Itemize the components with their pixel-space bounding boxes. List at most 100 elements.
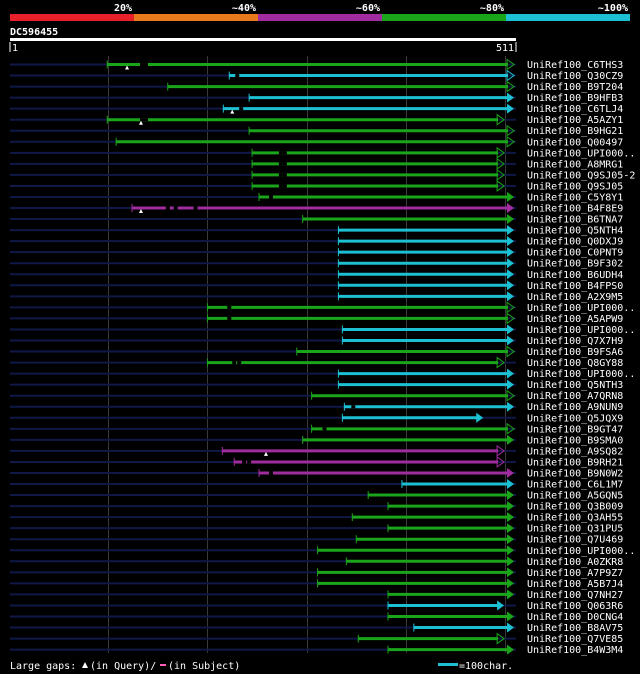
hit-label[interactable]: UniRef100_B9FSA6: [527, 347, 623, 358]
hit-row[interactable]: UniRef100_A5AZY1: [10, 113, 623, 127]
hit-label[interactable]: UniRef100_B9N0W2: [527, 468, 623, 479]
hit-label[interactable]: UniRef100_Q5NTH4: [527, 226, 623, 237]
hit-row[interactable]: UniRef100_A9SQ82: [10, 444, 623, 458]
hit-label[interactable]: UniRef100_A5B7J4: [527, 579, 623, 590]
hit-row[interactable]: UniRef100_D0CNG4: [10, 611, 623, 624]
hit-label[interactable]: UniRef100_UPI000..: [527, 546, 635, 557]
hit-label[interactable]: UniRef100_UPI000..: [527, 303, 635, 314]
hit-label[interactable]: UniRef100_B8AV75: [527, 623, 623, 634]
hit-row[interactable]: UniRef100_A7QRN8: [10, 389, 623, 403]
hit-row[interactable]: UniRef100_B9F302: [10, 258, 623, 270]
hit-row[interactable]: UniRef100_Q3AH55: [10, 512, 623, 524]
hit-row[interactable]: UniRef100_UPI000..: [10, 324, 635, 336]
hit-row[interactable]: UniRef100_B9FSA6: [10, 345, 623, 359]
hit-row[interactable]: UniRef100_Q5NTH3: [10, 379, 623, 392]
hit-label[interactable]: UniRef100_Q7VE85: [527, 634, 623, 645]
hit-row[interactable]: UniRef100_B9T204: [10, 80, 623, 94]
hit-row[interactable]: UniRef100_UPI000..: [10, 545, 635, 557]
hit-row[interactable]: UniRef100_Q063R6: [10, 600, 623, 612]
hit-label[interactable]: UniRef100_B9F302: [527, 259, 623, 270]
hit-label[interactable]: UniRef100_Q5NTH3: [527, 380, 623, 391]
hit-label[interactable]: UniRef100_A9SQ82: [527, 446, 623, 457]
hit-label[interactable]: UniRef100_Q0DXJ9: [527, 237, 623, 248]
hit-label[interactable]: UniRef100_A5APW9: [527, 314, 623, 325]
hit-row[interactable]: UniRef100_B9HFB3: [10, 92, 623, 105]
hit-row[interactable]: UniRef100_Q00497: [10, 135, 623, 149]
hit-label[interactable]: UniRef100_B4F8E9: [527, 204, 623, 215]
hit-label[interactable]: UniRef100_A9NUN9: [527, 402, 623, 413]
hit-label[interactable]: UniRef100_B6UDH4: [527, 270, 623, 281]
hit-label[interactable]: UniRef100_B9GT47: [527, 424, 623, 435]
hit-row[interactable]: UniRef100_B4F8E9: [10, 203, 623, 215]
hit-row[interactable]: UniRef100_Q5JQX9: [10, 412, 623, 425]
hit-label[interactable]: UniRef100_B9T204: [527, 82, 623, 93]
hit-label[interactable]: UniRef100_C6TLJ4: [527, 104, 623, 115]
hit-label[interactable]: UniRef100_Q7NH27: [527, 590, 623, 601]
hit-label[interactable]: UniRef100_B4FPS0: [527, 281, 623, 292]
hit-row[interactable]: UniRef100_B8AV75: [10, 622, 623, 635]
hit-row[interactable]: UniRef100_C0PNT9: [10, 247, 623, 259]
hit-row[interactable]: UniRef100_Q7U469: [10, 534, 623, 546]
hit-row[interactable]: UniRef100_A2X9M5: [10, 291, 623, 303]
hit-row[interactable]: UniRef100_A9NUN9: [10, 401, 623, 414]
hit-row[interactable]: UniRef100_UPI000..: [10, 146, 635, 160]
hit-label[interactable]: UniRef100_C6THS3: [527, 60, 623, 71]
hit-label[interactable]: UniRef100_B9HG21: [527, 126, 623, 137]
hit-row[interactable]: UniRef100_C6L1M7: [10, 479, 623, 491]
hit-label[interactable]: UniRef100_A5GQN5: [527, 491, 623, 502]
hit-label[interactable]: UniRef100_B4W3M4: [527, 645, 623, 656]
hit-label[interactable]: UniRef100_A8MRG1: [527, 159, 623, 170]
hit-label[interactable]: UniRef100_Q8GY88: [527, 358, 623, 369]
hit-label[interactable]: UniRef100_Q063R6: [527, 601, 623, 612]
hit-row[interactable]: UniRef100_Q30CZ9: [10, 69, 623, 83]
hit-label[interactable]: UniRef100_D0CNG4: [527, 612, 623, 623]
hit-label[interactable]: UniRef100_B9HFB3: [527, 93, 623, 104]
hit-row[interactable]: UniRef100_Q5NTH4: [10, 225, 623, 237]
hit-row[interactable]: UniRef100_Q3B009: [10, 501, 623, 513]
hit-row[interactable]: UniRef100_B9RH21: [10, 455, 623, 469]
hit-row[interactable]: UniRef100_UPI000..: [10, 368, 635, 381]
hit-label[interactable]: UniRef100_A5AZY1: [527, 115, 623, 126]
hit-label[interactable]: UniRef100_UPI000..: [527, 325, 635, 336]
hit-label[interactable]: UniRef100_Q7U469: [527, 535, 623, 546]
hit-label[interactable]: UniRef100_B9RH21: [527, 457, 623, 468]
hit-row[interactable]: UniRef100_A5B7J4: [10, 578, 623, 590]
hit-label[interactable]: UniRef100_C0PNT9: [527, 248, 623, 259]
hit-row[interactable]: UniRef100_Q7VE85: [10, 632, 623, 646]
hit-row[interactable]: UniRef100_A8MRG1: [10, 157, 623, 171]
hit-row[interactable]: UniRef100_B9SMA0: [10, 434, 623, 447]
hit-row[interactable]: UniRef100_A7P9Z7: [10, 567, 623, 579]
hit-label[interactable]: UniRef100_A0ZKR8: [527, 557, 623, 568]
hit-row[interactable]: UniRef100_B9HG21: [10, 124, 623, 138]
hit-label[interactable]: UniRef100_Q7X7H9: [527, 336, 623, 347]
hit-label[interactable]: UniRef100_Q9SJ05: [527, 181, 623, 192]
hit-label[interactable]: UniRef100_C6L1M7: [527, 480, 623, 491]
hit-label[interactable]: UniRef100_UPI000..: [527, 369, 635, 380]
hit-label[interactable]: UniRef100_Q5JQX9: [527, 413, 623, 424]
hit-label[interactable]: UniRef100_Q9SJ05-2: [527, 170, 635, 181]
hit-row[interactable]: UniRef100_A5GQN5: [10, 490, 623, 502]
hit-row[interactable]: UniRef100_B9GT47: [10, 422, 623, 436]
hit-row[interactable]: UniRef100_B4FPS0: [10, 280, 623, 292]
hit-label[interactable]: UniRef100_B6TNA7: [527, 215, 623, 226]
hit-row[interactable]: UniRef100_Q9SJ05: [10, 179, 623, 193]
hit-row[interactable]: UniRef100_A5APW9: [10, 312, 623, 325]
hit-label[interactable]: UniRef100_B9SMA0: [527, 435, 623, 446]
hit-label[interactable]: UniRef100_A2X9M5: [527, 292, 623, 303]
hit-label[interactable]: UniRef100_Q30CZ9: [527, 71, 623, 82]
hit-label[interactable]: UniRef100_C5Y8Y1: [527, 192, 623, 203]
hit-row[interactable]: UniRef100_B6TNA7: [10, 214, 623, 226]
hit-row[interactable]: UniRef100_B4W3M4: [10, 644, 623, 657]
hit-row[interactable]: UniRef100_A0ZKR8: [10, 556, 623, 568]
hit-row[interactable]: UniRef100_Q31PU5: [10, 523, 623, 535]
hit-row[interactable]: UniRef100_UPI000..: [10, 301, 635, 314]
hit-row[interactable]: UniRef100_Q7X7H9: [10, 335, 623, 348]
hit-row[interactable]: UniRef100_C5Y8Y1: [10, 191, 623, 204]
hit-row[interactable]: UniRef100_C6THS3: [10, 58, 623, 72]
hit-row[interactable]: UniRef100_B9N0W2: [10, 467, 623, 480]
hit-row[interactable]: UniRef100_Q7NH27: [10, 589, 623, 601]
hit-label[interactable]: UniRef100_A7QRN8: [527, 391, 623, 402]
hit-row[interactable]: UniRef100_C6TLJ4: [10, 103, 623, 116]
hit-row[interactable]: UniRef100_Q0DXJ9: [10, 236, 623, 248]
hit-label[interactable]: UniRef100_UPI000..: [527, 148, 635, 159]
